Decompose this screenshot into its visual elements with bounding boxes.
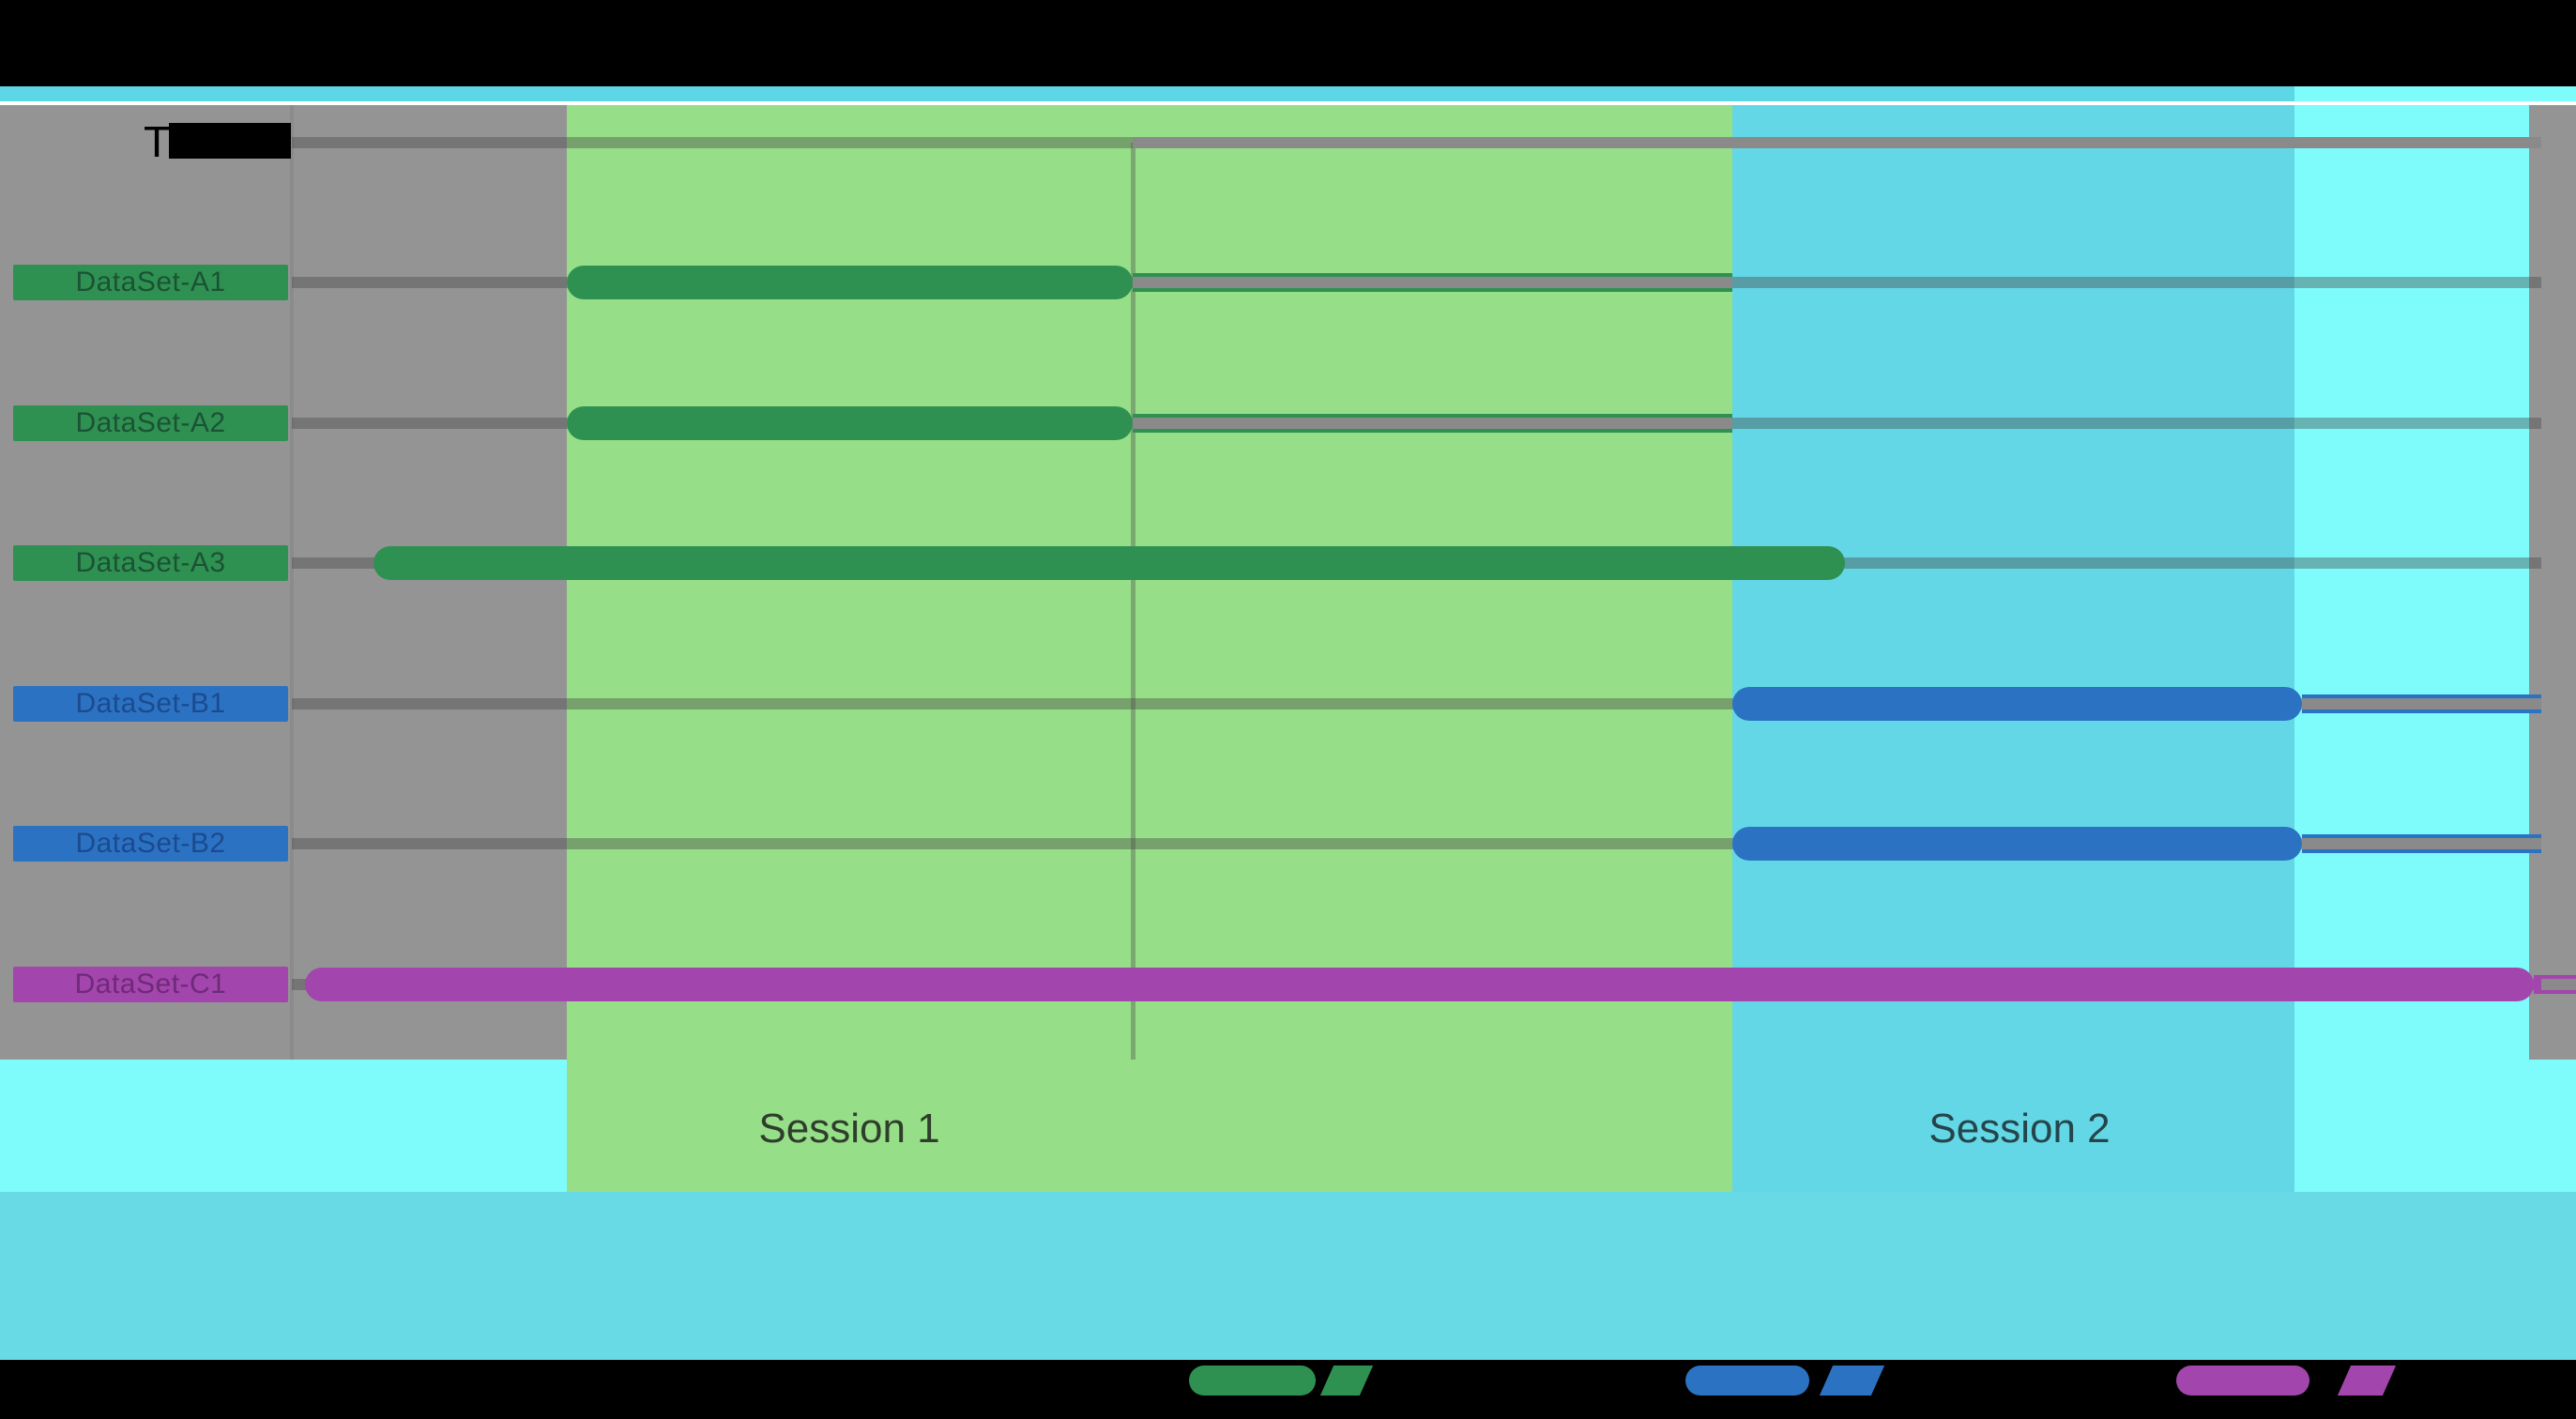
vertical-gridline xyxy=(1131,143,1136,1060)
row-range-line xyxy=(2302,698,2541,710)
session2-band xyxy=(1732,105,2294,1192)
session-title-session-2: Session 2 xyxy=(1928,1106,2111,1152)
row-range-line xyxy=(2541,979,2576,990)
row-range-line xyxy=(1133,418,1732,429)
row-label-DataSet-A3: DataSet-A3 xyxy=(13,545,288,581)
task-bar-DataSet-B1 xyxy=(1732,687,2302,721)
task-bar-DataSet-C1 xyxy=(305,968,2534,1001)
row-range-line xyxy=(1133,277,1732,288)
top-cyan-stripe xyxy=(0,86,2294,101)
header-redaction-box xyxy=(169,123,291,159)
row-range-line xyxy=(1133,137,2541,148)
legend-chip-purple xyxy=(2176,1366,2309,1396)
column-title-visible-letter: T xyxy=(144,117,171,166)
footer-cyan-band xyxy=(0,1192,2576,1360)
legend-chip-green xyxy=(1189,1366,1316,1396)
row-label-DataSet-A1: DataSet-A1 xyxy=(13,265,288,300)
task-bar-DataSet-A3 xyxy=(373,546,1845,580)
top-cyan-stripe-bright xyxy=(2294,86,2576,101)
row-label-DataSet-B1: DataSet-B1 xyxy=(13,686,288,722)
task-bar-DataSet-A1 xyxy=(567,266,1133,299)
row-range-line xyxy=(2302,838,2541,849)
row-label-DataSet-A2: DataSet-A2 xyxy=(13,405,288,441)
row-label-DataSet-C1: DataSet-C1 xyxy=(13,967,288,1002)
legend-chip-blue xyxy=(1685,1366,1809,1396)
plot-left-border xyxy=(290,105,294,1060)
white-separator-line xyxy=(0,101,2576,105)
task-bar-DataSet-A2 xyxy=(567,406,1133,440)
session-title-session-1: Session 1 xyxy=(758,1106,940,1152)
right-bright-cyan-band xyxy=(2294,105,2529,1192)
task-bar-DataSet-B2 xyxy=(1732,827,2302,861)
row-label-DataSet-B2: DataSet-B2 xyxy=(13,826,288,862)
top-redaction-band xyxy=(0,0,2576,86)
